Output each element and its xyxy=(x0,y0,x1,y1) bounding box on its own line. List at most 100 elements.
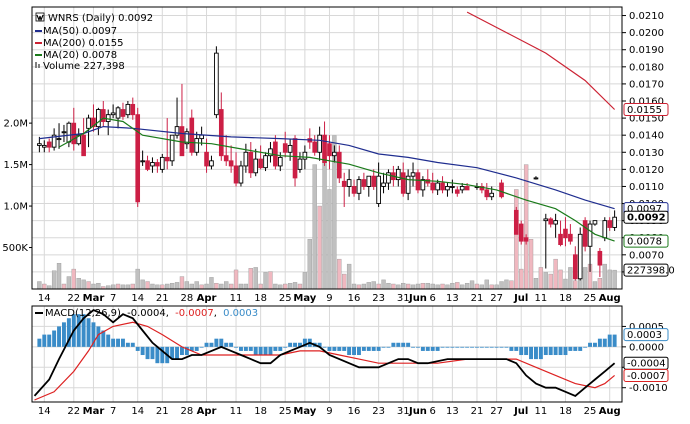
macd-histogram-bar xyxy=(543,346,548,356)
volume-bar xyxy=(224,281,229,290)
price-tick-label: 0.0070 xyxy=(629,250,664,261)
volume-bar xyxy=(81,279,86,290)
price-tick-label: 0.0120 xyxy=(629,165,664,176)
date-label: 18 xyxy=(254,293,267,304)
candle-body xyxy=(258,158,263,169)
macd-histogram-bar xyxy=(366,346,371,351)
candle-body xyxy=(336,151,342,179)
candle-body xyxy=(533,177,539,180)
candle-body xyxy=(464,186,470,191)
macd-histogram-bar xyxy=(278,346,283,351)
volume-bar xyxy=(86,281,91,290)
macd-histogram-bar xyxy=(612,334,617,347)
candle-body xyxy=(450,186,455,188)
volume-bar xyxy=(538,267,544,290)
date-label: 16 xyxy=(348,293,361,304)
volume-bar xyxy=(219,283,224,290)
candle-body xyxy=(297,158,303,170)
legend-macd-prefix: MACD(12,26,9) xyxy=(45,308,121,319)
date-label: 9 xyxy=(326,406,332,417)
volume-bar xyxy=(612,269,617,290)
macd-histogram-bar xyxy=(322,346,327,348)
macd-histogram-bar xyxy=(258,346,263,356)
value-label-box xyxy=(623,103,669,117)
candle-body xyxy=(238,165,244,184)
date-label: 27 xyxy=(490,293,503,304)
macd-histogram-bar xyxy=(342,346,347,351)
candle-body xyxy=(228,160,234,167)
candle-body xyxy=(159,156,165,170)
macd-histogram-bar xyxy=(396,342,401,347)
date-label: 6 xyxy=(430,406,436,417)
macd-histogram-bar xyxy=(120,338,125,347)
candle-body xyxy=(420,179,426,191)
price-tick-label: 0.0150 xyxy=(629,114,664,125)
price-legend: WNRS (Daily) 0.0092 MA(50) 0.0097 MA(200… xyxy=(35,12,153,72)
date-label: 22 xyxy=(67,293,80,304)
volume-bar xyxy=(396,284,401,290)
volume-tick-label: 2.0M xyxy=(3,119,28,130)
date-label: 25 xyxy=(584,406,597,417)
candle-body xyxy=(361,179,367,187)
macd-histogram-bar xyxy=(538,346,543,360)
volume-bar xyxy=(523,164,529,290)
macd-histogram-bar xyxy=(386,346,391,348)
macd-histogram-bar xyxy=(179,346,184,356)
macd-histogram xyxy=(37,314,617,364)
macd-histogram-bar xyxy=(135,346,140,351)
macd-histogram-bar xyxy=(76,314,81,347)
legend-ma50: MA(50) 0.0097 xyxy=(43,26,117,37)
macd-histogram-bar xyxy=(106,334,111,347)
macd-histogram-bar xyxy=(317,342,322,347)
macd-histogram-bar xyxy=(352,346,357,356)
candle-body xyxy=(86,117,91,129)
candle-body xyxy=(410,172,416,177)
candle-body xyxy=(341,180,347,187)
volume-bar xyxy=(204,283,209,290)
macd-value-label: -0.0004 xyxy=(627,359,666,370)
macd-value-label-box xyxy=(623,368,669,382)
volume-bar xyxy=(337,258,342,290)
volume-bar xyxy=(228,283,234,290)
volume-bar xyxy=(278,284,283,290)
candle-body xyxy=(400,172,406,194)
candle-body xyxy=(395,168,401,181)
volume-bar xyxy=(607,269,612,290)
macd-histogram-bar xyxy=(214,338,219,347)
macd-histogram-bar xyxy=(234,346,239,348)
volume-bar xyxy=(499,281,504,290)
candle-body xyxy=(189,117,195,153)
macd-histogram-bar xyxy=(430,346,435,351)
macd-histogram-bar xyxy=(420,346,425,351)
candle-body xyxy=(223,155,229,162)
ma20-line xyxy=(58,117,615,242)
value-label-box xyxy=(623,210,669,224)
value-label: 0.0097 xyxy=(627,204,662,215)
volume-bar xyxy=(268,271,273,290)
macd-histogram-bar xyxy=(376,346,381,351)
macd-histogram-bar xyxy=(583,346,588,348)
volume-axis-ticks: 2.0M 1.5M 1.0M 500K xyxy=(2,119,32,254)
volume-bar xyxy=(342,273,347,290)
macd-histogram-bar xyxy=(460,346,465,348)
candle-body xyxy=(440,182,445,191)
candle-body xyxy=(273,141,278,167)
date-label: 14 xyxy=(131,293,144,304)
volume-bar xyxy=(479,284,485,290)
macd-histogram-bar xyxy=(209,342,214,347)
date-label: 18 xyxy=(559,293,572,304)
macd-histogram-bar xyxy=(302,338,307,347)
macd-histogram-bar xyxy=(37,338,42,347)
candle-body xyxy=(366,175,372,187)
candle-body xyxy=(37,143,42,146)
macd-value-label: 0.0003 xyxy=(627,330,662,341)
candle-body xyxy=(577,233,583,280)
macd-histogram-bar xyxy=(519,346,524,356)
price-grid xyxy=(32,7,622,289)
candle-body xyxy=(110,112,116,116)
candle-body xyxy=(405,175,411,194)
volume-bar xyxy=(361,283,367,290)
macd-histogram-bar xyxy=(401,342,406,347)
volume-bar xyxy=(543,272,548,290)
